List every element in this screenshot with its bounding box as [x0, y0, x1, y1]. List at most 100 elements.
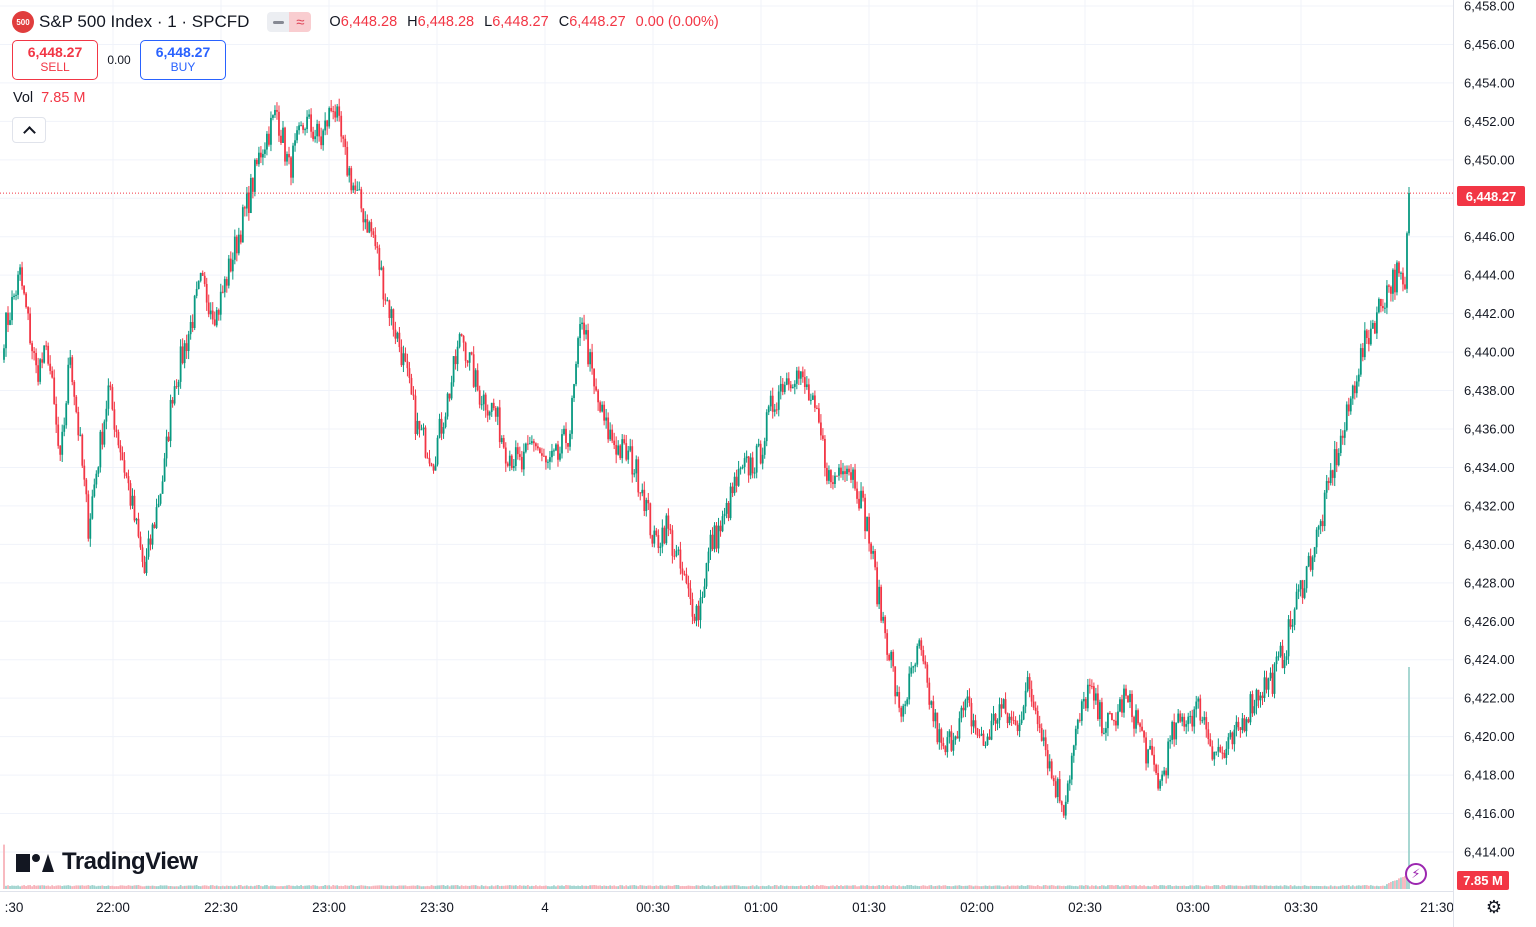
candle-body	[577, 338, 579, 364]
buy-button[interactable]: 6,448.27 BUY	[140, 40, 226, 80]
volume-legend[interactable]: Vol 7.85 M	[13, 90, 86, 106]
volume-bar	[1386, 884, 1388, 889]
volume-bar	[444, 886, 447, 889]
volume-bar	[803, 886, 806, 889]
volume-bar	[1012, 885, 1015, 889]
lightning-icon[interactable]: ⚡	[1405, 863, 1427, 885]
candle-body	[707, 551, 710, 564]
volume-bar	[480, 885, 483, 889]
candle-body	[1277, 656, 1280, 658]
collapse-legend-button[interactable]	[12, 117, 46, 143]
volume-bar	[43, 885, 46, 889]
sell-button[interactable]: 6,448.27 SELL	[12, 40, 98, 80]
candle-body	[1161, 774, 1164, 781]
candle-body	[314, 136, 317, 140]
symbol-title[interactable]: S&P 500 Index · 1 · SPCFD	[39, 12, 250, 31]
candle-body	[420, 429, 423, 431]
volume-bar	[410, 885, 413, 889]
volume-label: Vol	[13, 90, 34, 106]
candle-body	[1213, 751, 1216, 760]
candle-body	[691, 599, 694, 617]
volume-bar	[555, 886, 557, 889]
candle-body	[1179, 713, 1182, 722]
candle-body	[1221, 752, 1224, 754]
candle-body	[815, 407, 818, 409]
volume-bar	[1193, 885, 1196, 889]
candle-body	[543, 455, 545, 457]
trade-panel: 6,448.27 SELL 0.00 6,448.27 BUY	[12, 40, 226, 80]
candle-body	[528, 443, 531, 445]
volume-bar	[101, 885, 104, 889]
candle-body	[1139, 723, 1141, 727]
volume-bar	[1183, 885, 1186, 889]
volume-bar	[165, 885, 168, 889]
volume-bar	[924, 885, 927, 889]
settings-gear-icon[interactable]: ⚙	[1485, 896, 1503, 917]
volume-bar	[1177, 885, 1180, 889]
volume-bar	[276, 886, 278, 889]
volume-bar	[1317, 886, 1320, 889]
candle-body	[1341, 435, 1344, 438]
candle-body	[330, 108, 333, 111]
volume-bar	[201, 885, 204, 889]
candle-body	[1239, 727, 1242, 730]
volume-bar	[1390, 881, 1392, 889]
candle-body	[290, 157, 292, 178]
volume-bar	[856, 886, 858, 889]
compare-mode-button[interactable]: ≈	[289, 12, 312, 32]
volume-bar	[478, 886, 481, 889]
price-tick-label: 6,434.00	[1464, 460, 1515, 475]
candle-body	[43, 345, 46, 363]
candle-body	[807, 384, 810, 401]
volume-bar	[1038, 886, 1041, 889]
volume-bar	[1066, 885, 1069, 889]
volume-bar	[896, 886, 899, 889]
candle-body	[233, 236, 236, 260]
volume-bar	[874, 886, 876, 889]
candle-body	[737, 469, 740, 486]
volume-bar	[520, 885, 523, 889]
candle-body	[595, 386, 598, 391]
candle-body	[382, 267, 385, 300]
volume-bar	[789, 885, 792, 889]
volume-bar	[532, 885, 535, 889]
volume-bar	[55, 885, 58, 889]
volume-bar	[304, 885, 306, 889]
volume-bar	[1219, 886, 1222, 889]
volume-bar	[609, 885, 612, 889]
candle-body	[57, 424, 60, 446]
volume-bar	[145, 885, 148, 889]
candle-body	[966, 696, 969, 701]
candle-body	[502, 438, 505, 448]
candle-body	[1086, 684, 1089, 709]
volume-bar	[916, 885, 919, 889]
candle-body	[1337, 453, 1340, 466]
candle-body	[195, 288, 198, 296]
volume-bar	[460, 885, 463, 889]
candle-body	[1004, 699, 1007, 713]
volume-bar	[464, 885, 467, 889]
volume-bar	[438, 885, 441, 889]
volume-bar	[358, 885, 361, 889]
candle-body	[557, 444, 559, 460]
volume-bar	[926, 886, 929, 889]
volume-bar	[1337, 886, 1340, 889]
price-tick-label: 6,442.00	[1464, 306, 1515, 321]
time-tick-label: 02:00	[960, 900, 994, 915]
volume-bar	[820, 885, 822, 889]
price-tick-label: 6,454.00	[1464, 75, 1515, 90]
sell-label: SELL	[40, 60, 70, 74]
volume-bar	[1115, 885, 1117, 889]
candle-body	[836, 475, 838, 477]
tradingview-logo[interactable]: TradingView	[16, 848, 198, 876]
spread-value: 0.00	[107, 53, 131, 67]
candle-body	[286, 154, 288, 162]
price-tick-label: 6,416.00	[1464, 806, 1515, 821]
hide-legend-button[interactable]	[267, 12, 290, 32]
volume-bar	[709, 886, 712, 889]
volume-bar	[755, 885, 758, 889]
volume-bar	[1052, 885, 1055, 889]
volume-bar	[89, 885, 92, 889]
